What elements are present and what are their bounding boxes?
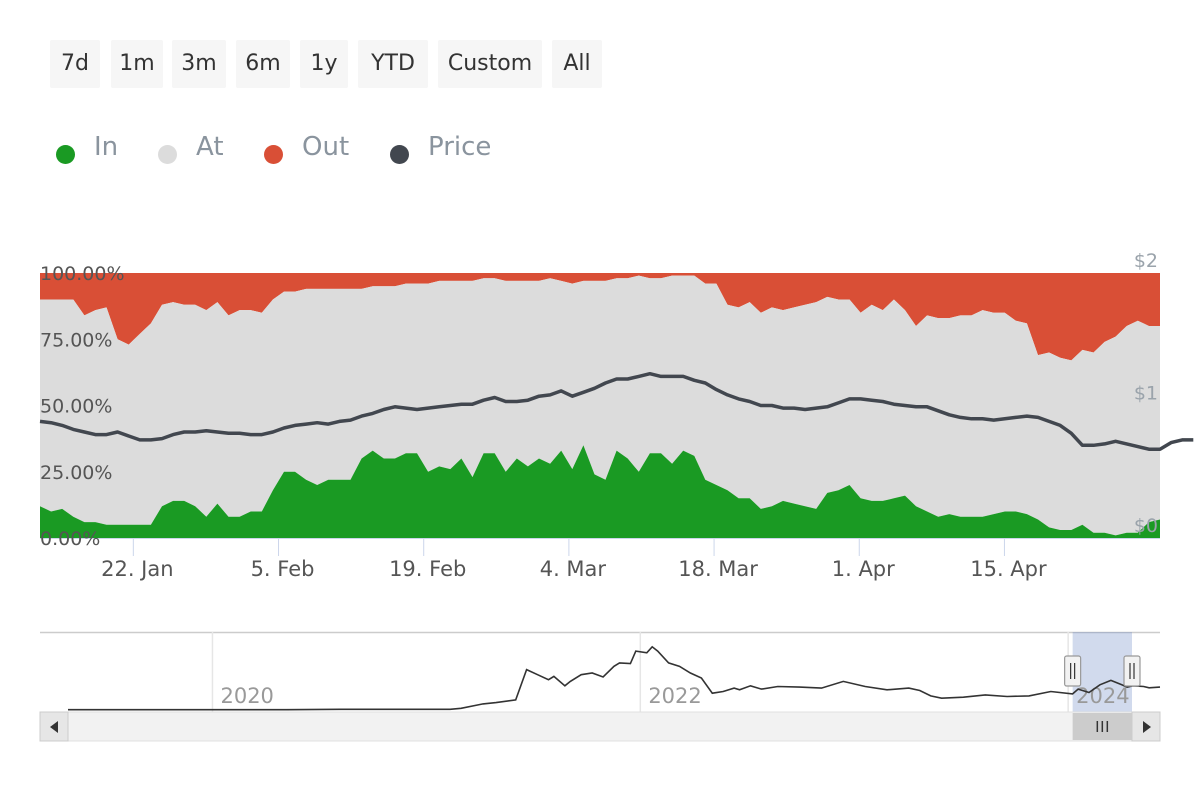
x-tick-label: 4. Mar [540,557,607,581]
main-chart: 22. Jan 5. Feb 19. Feb 4. Mar 18. Mar 1. Apr 1… [39,250,1194,581]
legend-dot-price [390,145,409,164]
x-tick-label: 18. Mar [678,557,758,581]
range-button-1y[interactable]: 1y [300,40,348,88]
y-tick-label: 25.00% [40,462,112,484]
y2-tick-label: $2 [1134,250,1158,272]
y-tick-label: 0.00% [40,528,100,550]
scroll-right-arrow-icon [1143,721,1151,733]
x-tick-label: 15. Apr [970,557,1047,581]
navigator-year-label: 2020 [220,684,273,708]
navigator-line [68,645,1161,711]
range-button-7d[interactable]: 7d [50,40,100,88]
navigator-scrollbar[interactable] [39,711,1161,742]
price-line [39,371,1194,451]
legend-item-in[interactable]: In [56,132,136,168]
legend-label-out: Out [302,132,350,162]
legend-dot-out [264,145,283,164]
y2-tick-label: $1 [1134,383,1158,405]
navigator-handle-right[interactable] [1123,655,1141,687]
range-button-1m[interactable]: 1m [111,40,163,88]
x-tick-label: 22. Jan [101,557,173,581]
legend-label-price: Price [428,132,492,162]
navigator-handle-left[interactable] [1064,655,1082,687]
scrollbar-track [39,711,1161,742]
navigator-selection [1072,632,1132,712]
x-tick-label: 1. Apr [832,557,895,581]
range-button-custom[interactable]: Custom [438,40,542,88]
x-tick-label: 19. Feb [389,557,466,581]
legend-label-at: At [196,132,224,162]
range-button-6m[interactable]: 6m [236,40,290,88]
area-in [40,445,1160,538]
legend-item-price[interactable]: Price [390,132,510,168]
legend-label-in: In [94,132,119,162]
area-at [40,275,1160,536]
legend-item-out[interactable]: Out [264,132,364,168]
legend-item-at[interactable]: At [158,132,238,168]
area-out [40,273,1160,361]
y-tick-label: 100.00% [40,263,125,285]
y-tick-label: 75.00% [40,329,112,351]
y-tick-label: 50.00% [40,396,112,418]
range-button-all[interactable]: All [552,40,602,88]
navigator-year-label: 2022 [648,684,701,708]
navigator-year-label: 2024 [1076,684,1129,708]
y2-tick-label: $0 [1134,515,1158,537]
scroll-left-arrow-icon [50,721,58,733]
x-tick-label: 5. Feb [251,557,315,581]
legend-dot-in [56,145,75,164]
legend-dot-at [158,145,177,164]
range-button-ytd[interactable]: YTD [358,40,428,88]
navigator: 2020 2022 2024 [39,631,1161,742]
range-button-3m[interactable]: 3m [172,40,226,88]
